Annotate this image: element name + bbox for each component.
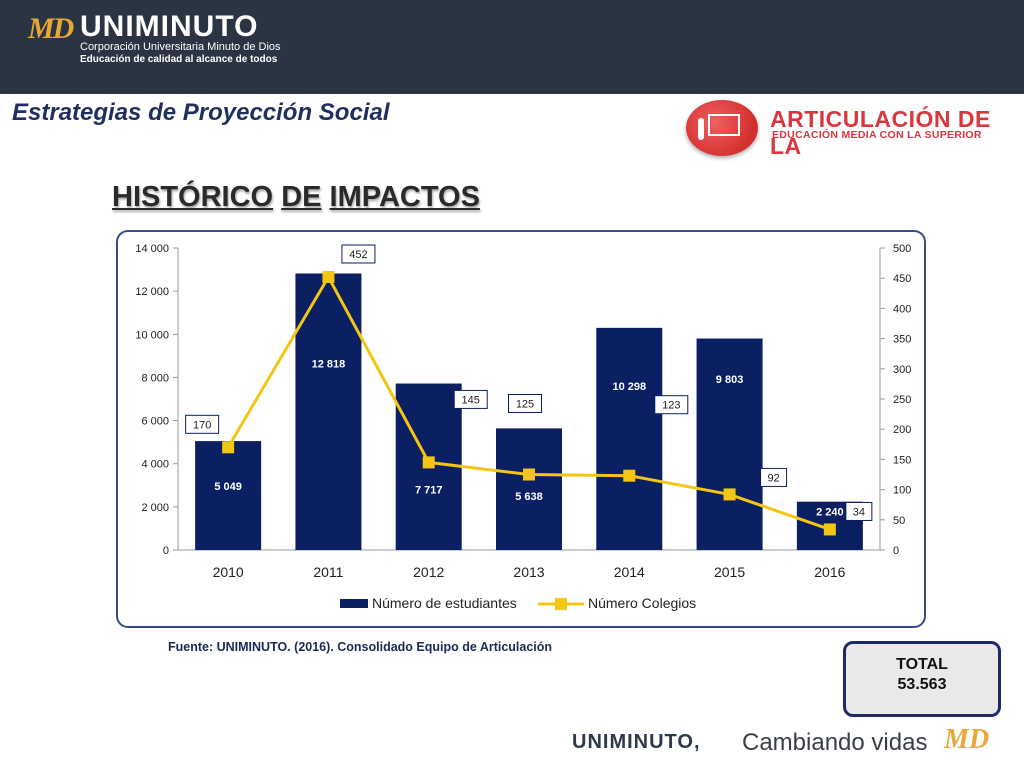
bar-data-label: 5 638 [515,491,543,503]
footer-tagline: Cambiando vidas [742,729,928,756]
y-right-tick-label: 300 [893,364,911,376]
footer-mark: MD [944,724,990,755]
colegios-data-box [341,244,376,264]
colegios-point [623,469,636,482]
bar-data-label: 2 240 [816,507,844,519]
bar-data-label: 12 818 [312,359,346,371]
colegios-data-label: 145 [462,394,480,406]
board-shape [708,114,740,136]
y-right-tick-label: 500 [893,243,911,255]
colegios-data-box [508,394,542,413]
total-value: 53.563 [897,676,947,693]
impact-chart: 0 2 000 4 000 6 000 8 000 10 000 12 000 14 000 0… [135,243,911,611]
y-left-tick-label: 12 000 [135,286,169,298]
colegios-data-label: 34 [853,506,865,518]
x-tick-label: 2011 [313,564,343,580]
teacher-board-icon [686,100,758,156]
colegios-data-box [185,414,220,434]
y-right-tick-label: 450 [893,273,911,285]
colegios-data-label: 92 [767,472,779,484]
x-tick-label: 2015 [714,564,745,580]
legend-swatch-estudiantes [340,599,368,608]
title-word: HISTÓRICO [112,181,274,213]
bar-data-label: 9 803 [716,374,744,386]
bar-data-label: 5 049 [214,481,242,493]
colegios-data-label: 123 [662,400,680,412]
uniminuto-logo: MD UNIMINUTO Corporación Universitaria M… [28,6,308,66]
bar [696,338,763,550]
total-box: TOTAL 53.563 [843,641,1001,717]
colegios-data-box [845,501,873,521]
colegios-point [723,488,736,501]
colegios-data-box [453,389,488,409]
total-label: TOTAL [896,656,948,673]
colegios-data-label: 452 [349,249,367,261]
colegios-data-label: 125 [516,399,534,411]
y-left-tick-label: 6 000 [141,416,169,428]
y-left-tick-label: 2 000 [141,502,169,514]
y-right-tick-label: 0 [893,545,899,557]
colegios-data-label: 170 [193,419,211,431]
y-right-tick-label: 100 [893,485,911,497]
source-note: Fuente: UNIMINUTO. (2016). Consolidado E… [168,640,553,654]
y-left-tick-label: 4 000 [141,459,169,471]
colegios-data-box [654,395,689,415]
logo-subtitle: Corporación Universitaria Minuto de Dios [80,41,281,53]
logo-tagline: Educación de calidad al alcance de todos [80,54,278,65]
y-right-tick-label: 50 [893,515,905,527]
bar [596,327,663,550]
colegios-data-box [760,467,788,487]
colegios-point [422,456,435,469]
title-word: DE [281,181,322,213]
y-left-tick-label: 0 [163,545,169,557]
y-right-tick-label: 150 [893,454,911,466]
x-tick-label: 2013 [513,564,544,580]
y-right-tick-label: 400 [893,303,911,315]
chart-frame: 0 2 000 4 000 6 000 8 000 10 000 12 000 14 000 0… [116,230,926,628]
x-tick-label: 2010 [213,564,244,580]
y-left-tick-label: 8 000 [141,372,169,384]
colegios-point [523,468,535,481]
x-tick-label: 2012 [413,564,444,580]
title-word: IMPACTOS [329,181,480,213]
x-tick-label: 2014 [614,564,645,580]
bar-data-label: 7 717 [415,484,443,496]
y-right-tick-label: 350 [893,334,911,346]
x-tick-label: 2016 [814,564,845,580]
header-band: MD UNIMINUTO Corporación Universitaria M… [0,0,1024,94]
footer-brand: UNIMINUTO, [572,731,701,753]
y-right-tick-label: 250 [893,394,911,406]
logo-title: UNIMINUTO [80,10,259,43]
articulacion-title: ARTICULACIÓN DE LA [770,106,991,159]
legend-label: Número Colegios [588,595,696,611]
legend-label: Número de estudiantes [372,595,517,611]
section-title: Estrategias de Proyección Social [12,99,390,126]
y-right-tick-label: 200 [893,424,911,436]
legend-marker-colegios [555,598,567,610]
articulacion-subtitle: EDUCACIÓN MEDIA CON LA SUPERIOR [772,129,982,141]
person-shape [698,118,704,140]
page-title: HISTÓRICO DE IMPACTOS [112,181,480,214]
colegios-point [322,270,335,283]
bar [496,428,562,550]
bar [195,441,262,550]
colegios-point [823,523,836,536]
y-left-tick-label: 10 000 [135,329,169,341]
bar-data-label: 10 298 [612,381,646,393]
colegios-point [222,441,235,454]
logo-mark: MD [28,12,74,45]
y-left-tick-label: 14 000 [135,243,169,255]
